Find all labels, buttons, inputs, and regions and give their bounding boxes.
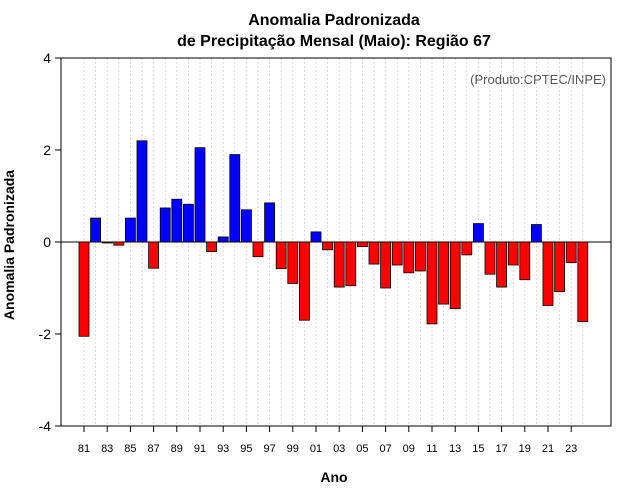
bar-2009 (403, 241, 415, 274)
bar-2010 (414, 241, 426, 272)
bar-1985 (125, 217, 136, 243)
bar-2022 (554, 241, 565, 293)
bar-2012 (438, 241, 450, 305)
bar-2003 (333, 241, 345, 288)
bar-2011 (426, 241, 438, 325)
bar-2018 (507, 241, 519, 266)
bar-1987 (148, 241, 160, 269)
bar-2017 (496, 241, 508, 288)
bar-1986 (136, 140, 148, 243)
bar-2019 (519, 241, 531, 281)
x-tick-label: 21 (542, 443, 554, 455)
bar-2005 (356, 241, 368, 247)
x-tick-label: 13 (449, 443, 461, 455)
bar-2006 (368, 241, 380, 265)
bar-2007 (380, 241, 392, 289)
y-axis-label: Anomalia Padronizada (1, 170, 17, 320)
bars (78, 140, 589, 337)
x-axis: 81 83 85 87 89 91 93 95 97 99 01 03 05 07 09 11 13 15 17 19… (78, 426, 577, 455)
y-tick-label: -4 (39, 418, 52, 434)
x-tick-label: 99 (287, 443, 299, 455)
bar-2004 (345, 241, 357, 287)
bar-1988 (159, 207, 171, 243)
x-tick-label: 11 (426, 443, 437, 455)
bar-1981 (78, 241, 90, 337)
x-tick-label: 85 (124, 443, 136, 455)
bar-2008 (391, 241, 403, 266)
bar-2023 (565, 241, 577, 264)
y-axis: -4 -2 0 2 4 (39, 50, 61, 434)
bar-2014 (461, 241, 473, 256)
bar-2015 (472, 223, 484, 243)
bar-1996 (252, 241, 264, 258)
bar-1991 (194, 147, 206, 243)
x-tick-label: 15 (472, 443, 484, 455)
bar-2016 (484, 241, 496, 275)
bar-1990 (182, 203, 194, 243)
bar-1989 (171, 198, 183, 243)
x-tick-label: 83 (101, 443, 113, 455)
x-tick-label: 07 (379, 443, 391, 455)
y-tick-label: 2 (43, 142, 51, 158)
bar-1992 (206, 241, 218, 253)
bar-1997 (264, 202, 276, 243)
x-axis-label: Ano (320, 469, 347, 485)
x-tick-label: 03 (333, 443, 345, 455)
x-tick-label: 97 (263, 443, 275, 455)
x-tick-label: 91 (194, 443, 206, 455)
x-tick-label: 01 (310, 443, 322, 455)
bar-1982 (90, 217, 101, 243)
x-tick-label: 09 (403, 443, 415, 455)
y-tick-label: -2 (39, 326, 52, 342)
bar-2024 (577, 241, 589, 322)
bar-2000 (298, 241, 310, 321)
bar-2020 (531, 224, 542, 243)
bar-1995 (240, 209, 252, 243)
x-tick-label: 89 (171, 443, 183, 455)
bar-2002 (322, 241, 334, 251)
x-tick-label: 17 (495, 443, 507, 455)
bar-1984 (113, 241, 125, 246)
y-tick-label: 4 (43, 50, 51, 66)
product-credit: (Produto:CPTEC/INPE) (470, 72, 606, 87)
x-tick-label: 19 (519, 443, 531, 455)
y-tick-label: 0 (43, 234, 51, 250)
x-tick-label: 95 (240, 443, 252, 455)
plot-frame (60, 57, 612, 427)
x-tick-label: 81 (78, 443, 90, 455)
chart-subtitle: de Precipitação Mensal (Maio): Região 67 (177, 33, 491, 50)
x-tick-label: 23 (565, 443, 577, 455)
bar-1999 (287, 241, 299, 284)
bar-1983 (101, 241, 113, 244)
x-tick-label: 93 (217, 443, 229, 455)
bar-2021 (542, 241, 554, 306)
bar-1994 (229, 154, 241, 243)
bar-1998 (275, 241, 287, 270)
chart-title: Anomalia Padronizada (248, 12, 420, 29)
x-tick-label: 87 (147, 443, 159, 455)
x-tick-label: 05 (356, 443, 368, 455)
bar-1993 (217, 236, 229, 243)
bar-2001 (310, 231, 322, 243)
bar-2013 (449, 241, 461, 310)
